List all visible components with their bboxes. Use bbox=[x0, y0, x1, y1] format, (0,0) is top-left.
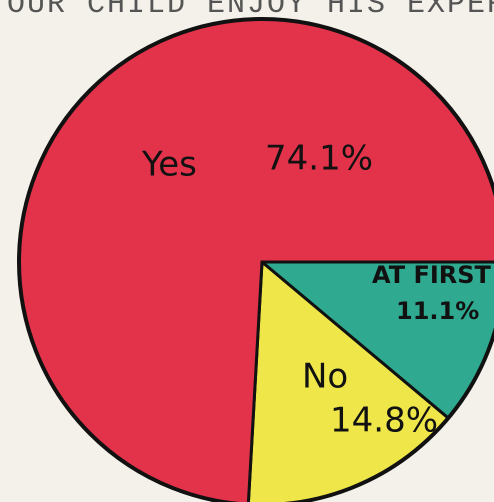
value-label: 14.8% bbox=[330, 401, 438, 441]
chart-title: YOUR CHILD ENJOY HIS EXPER bbox=[0, 0, 494, 22]
value-label: 11.1% bbox=[396, 297, 479, 325]
pie-outline bbox=[17, 17, 494, 502]
slice-label: AT FIRST bbox=[372, 261, 492, 289]
slice-label: No bbox=[302, 357, 348, 397]
slice-label: Yes bbox=[141, 145, 197, 185]
value-label: 74.1% bbox=[265, 139, 373, 179]
